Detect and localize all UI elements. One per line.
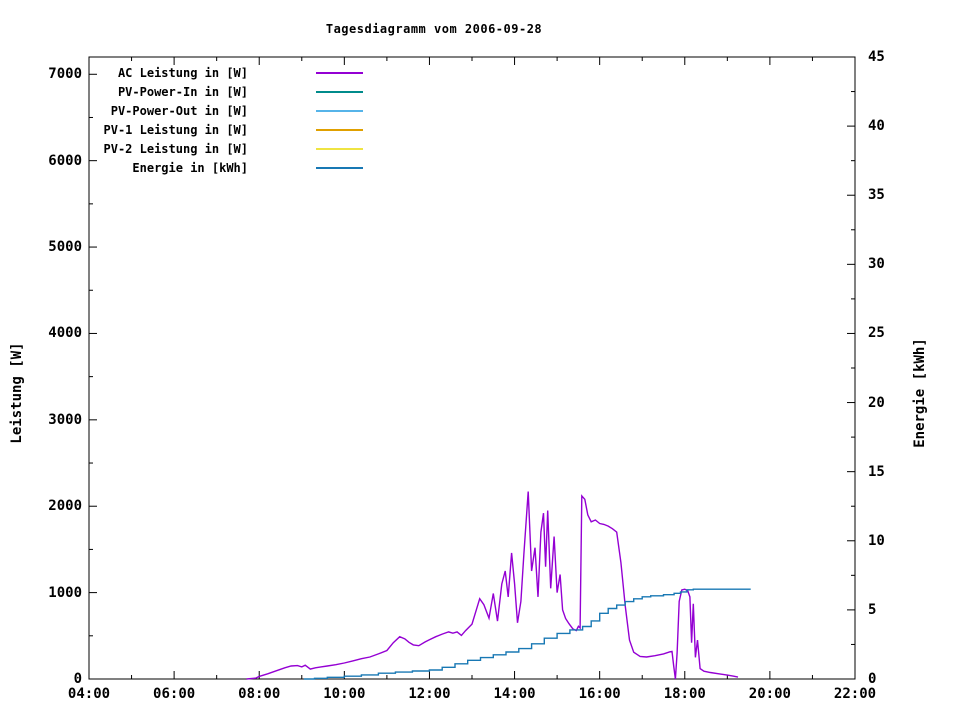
y2-tick-label: 15 [868,463,885,480]
x-tick-label: 10:00 [323,686,366,702]
y-tick-label: 1000 [48,584,82,601]
chart-title: Tagesdiagramm vom 2006-09-28 [325,22,543,36]
y-tick-label: 0 [73,671,82,687]
y-tick-label: 3000 [48,411,82,428]
legend-label: AC Leistung in [W] [117,66,248,80]
y2-tick-label: 45 [868,49,885,65]
y-tick-label: 2000 [48,498,82,515]
y2-tick-label: 35 [868,187,885,204]
y-tick-label: 7000 [48,66,82,83]
legend-label: PV-Power-Out in [W] [110,104,248,118]
y2-tick-label: 5 [868,601,877,618]
y2-tick-label: 10 [868,532,885,549]
legend-line-sample [316,129,363,131]
y2-tick-label: 40 [868,118,885,135]
y2-tick-label: 30 [868,256,885,273]
y-axis-label-left: Leistung [W] [9,342,25,444]
x-tick-label: 20:00 [748,686,791,702]
y-tick-label: 5000 [48,239,82,256]
x-tick-label: 08:00 [238,686,281,702]
y-tick-label: 4000 [48,325,82,342]
x-tick-label: 18:00 [663,686,706,702]
y2-tick-label: 0 [868,671,877,687]
y2-tick-label: 25 [868,325,885,342]
legend-line-sample [316,167,363,169]
x-tick-label: 12:00 [408,686,451,702]
legend-line-sample [316,148,363,150]
legend-label: Energie in [kWh] [132,161,248,175]
x-tick-label: 06:00 [153,686,196,702]
x-tick-label: 04:00 [67,686,111,702]
legend-line-sample [316,110,363,112]
series-line-ac-leistung-in-w [246,491,739,680]
y2-tick-label: 20 [868,394,885,411]
x-tick-label: 14:00 [493,686,536,702]
y-tick-label: 6000 [48,152,82,169]
series-line-energie-in-kwh [303,588,751,680]
legend-line-sample [316,72,363,74]
legend-label: PV-1 Leistung in [W] [103,123,249,137]
legend-label: PV-2 Leistung in [W] [103,142,249,156]
y-axis-label-right: Energie [kWh] [912,338,928,448]
x-tick-label: 16:00 [578,686,621,702]
legend-label: PV-Power-In in [W] [117,85,248,99]
legend-line-sample [316,91,363,93]
x-tick-label: 22:00 [833,686,877,702]
